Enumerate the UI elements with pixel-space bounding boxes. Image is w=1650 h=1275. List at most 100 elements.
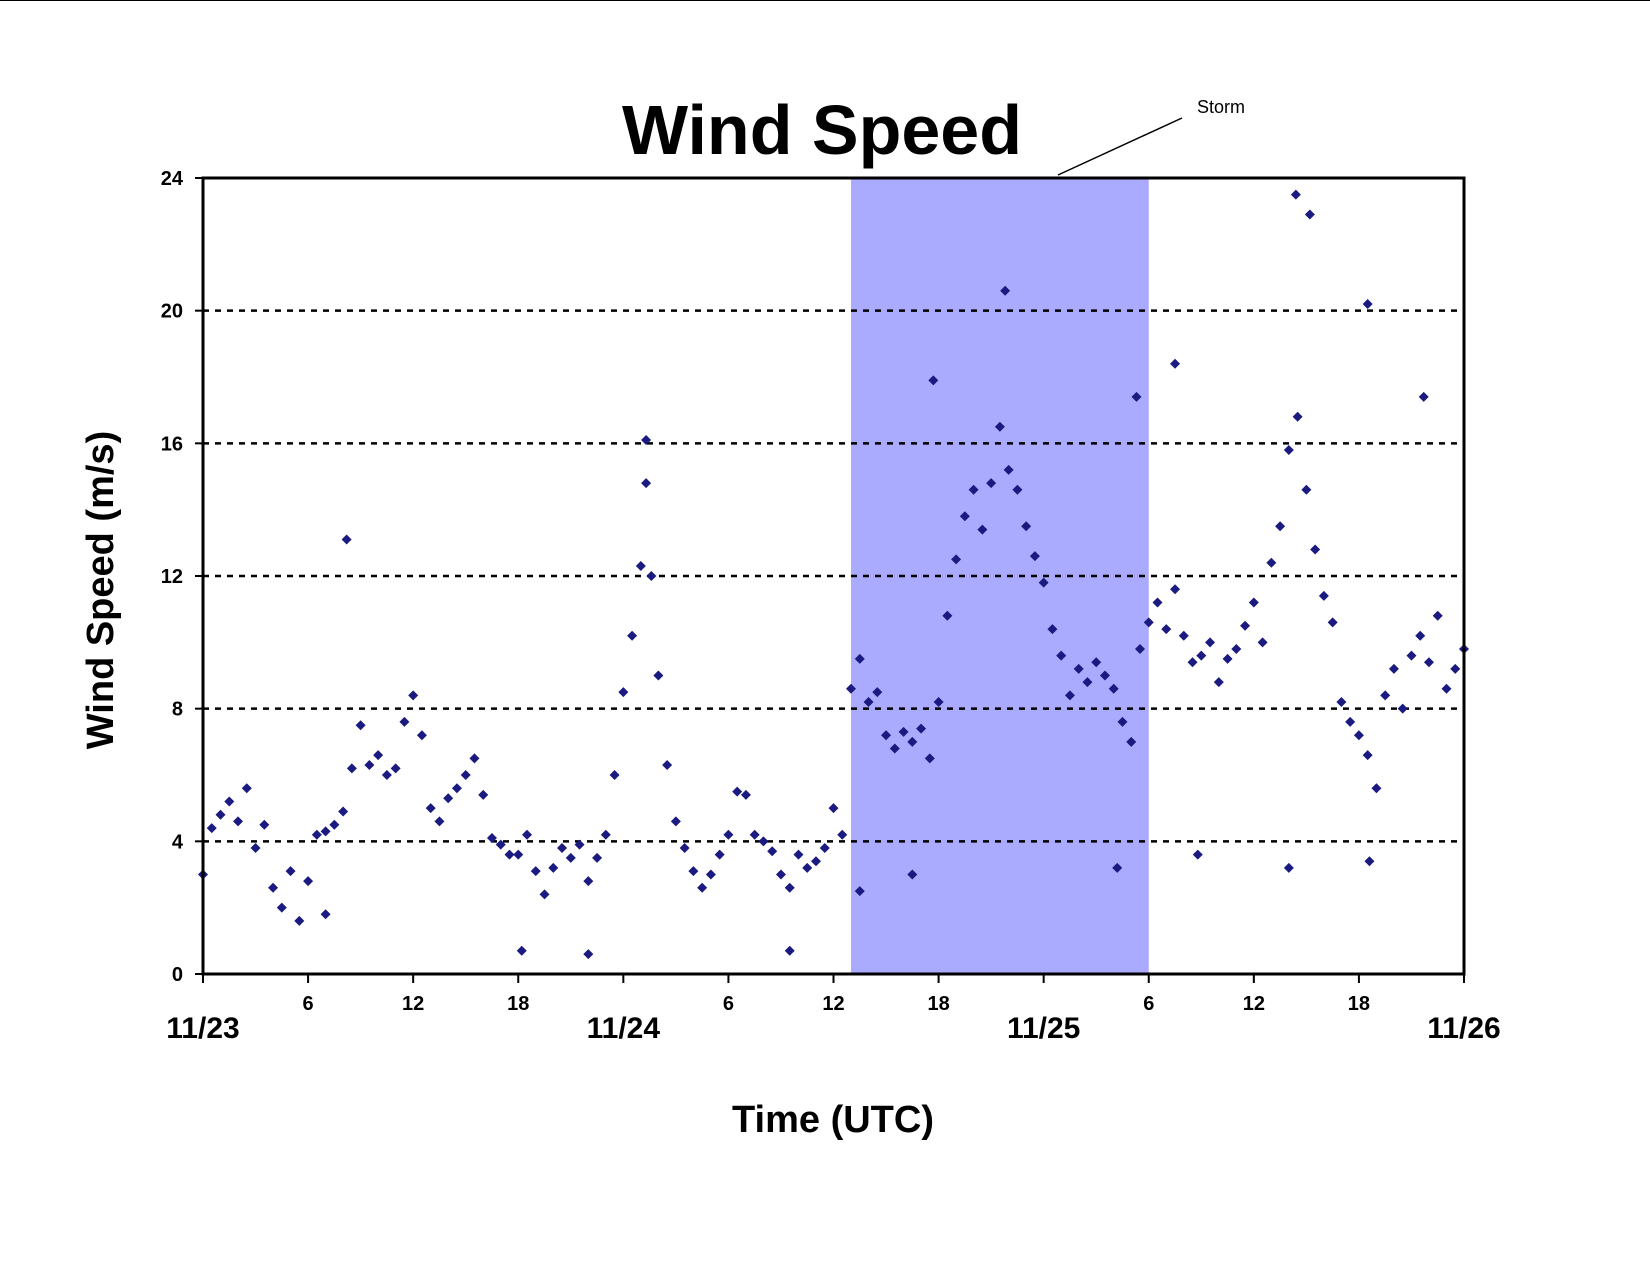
data-point <box>646 571 657 581</box>
data-point <box>1353 730 1364 741</box>
data-point <box>784 882 795 893</box>
data-point <box>1248 597 1259 608</box>
data-point <box>1362 299 1373 310</box>
data-point <box>233 816 244 827</box>
data-point <box>1283 444 1294 455</box>
data-point <box>425 803 436 814</box>
data-point <box>513 849 524 860</box>
data-point <box>276 902 287 913</box>
data-point <box>1091 657 1102 668</box>
data-point <box>1336 697 1347 708</box>
data-point <box>1345 716 1356 727</box>
data-point <box>863 697 874 708</box>
data-point <box>224 796 235 807</box>
data-point <box>338 806 349 817</box>
data-point <box>1143 617 1154 628</box>
data-point <box>1196 650 1207 661</box>
storm-annotation: Storm <box>1197 97 1245 117</box>
data-point <box>1240 620 1251 631</box>
data-point <box>530 866 541 877</box>
data-point <box>854 886 865 897</box>
top-rule <box>0 0 1650 1</box>
x-hour-label: 18 <box>1348 993 1370 1015</box>
data-point <box>1192 849 1203 860</box>
data-point <box>1415 630 1426 641</box>
data-point <box>846 683 857 694</box>
data-point <box>215 809 226 820</box>
data-point <box>320 826 331 837</box>
data-point <box>1283 862 1294 873</box>
data-point <box>1275 521 1286 532</box>
data-point <box>627 630 638 641</box>
data-point <box>1318 590 1329 601</box>
data-point <box>898 726 909 737</box>
data-point <box>1161 624 1172 635</box>
data-point <box>810 856 821 867</box>
data-point <box>486 833 497 844</box>
data-point <box>495 839 506 850</box>
data-point <box>767 846 778 857</box>
data-point <box>259 819 270 830</box>
data-point <box>1038 577 1049 588</box>
data-point <box>1290 189 1301 200</box>
data-point <box>341 534 352 545</box>
data-point <box>390 763 401 774</box>
data-point <box>670 816 681 827</box>
data-point <box>1178 630 1189 641</box>
data-point <box>1450 663 1461 674</box>
data-point <box>854 653 865 664</box>
data-point <box>399 716 410 727</box>
data-point <box>924 753 935 764</box>
data-point <box>1012 484 1023 495</box>
data-point <box>469 753 480 764</box>
data-point <box>942 610 953 621</box>
x-hour-label: 6 <box>1143 993 1154 1015</box>
x-date-label: 11/26 <box>1427 1012 1500 1045</box>
data-point <box>504 849 515 860</box>
data-point <box>1073 663 1084 674</box>
x-date-label: 11/23 <box>166 1012 239 1045</box>
data-point <box>285 866 296 877</box>
data-point <box>1266 557 1277 568</box>
data-point <box>732 786 743 797</box>
data-point <box>1423 657 1434 668</box>
x-hour-label: 12 <box>402 993 424 1015</box>
x-axis-label: Time (UTC) <box>732 1099 934 1141</box>
data-point <box>311 829 322 840</box>
data-point <box>688 866 699 877</box>
data-point <box>1187 657 1198 668</box>
data-point <box>749 829 760 840</box>
data-point <box>320 909 331 920</box>
data-point <box>933 697 944 708</box>
data-point <box>635 561 646 572</box>
y-axis-label: Wind Speed (m/s) <box>80 431 122 749</box>
data-point <box>819 842 830 853</box>
data-point <box>1064 690 1075 701</box>
y-tick-label: 24 <box>161 168 184 190</box>
x-date-label: 11/25 <box>1007 1012 1080 1045</box>
data-point <box>1257 637 1268 648</box>
data-point <box>416 730 427 741</box>
y-tick-label: 12 <box>161 566 183 588</box>
data-point <box>802 862 813 873</box>
y-tick-label: 0 <box>172 964 183 986</box>
data-point <box>609 770 620 780</box>
data-point <box>250 842 261 853</box>
data-point <box>1301 484 1312 495</box>
data-point <box>583 949 594 960</box>
storm-callout-line <box>1057 117 1183 176</box>
data-point <box>1292 411 1303 422</box>
x-hour-label: 12 <box>1243 993 1265 1015</box>
y-tick-label: 4 <box>172 831 184 853</box>
data-point <box>241 783 252 794</box>
data-point <box>583 876 594 887</box>
data-point <box>1364 856 1375 867</box>
data-point <box>907 869 918 880</box>
data-point <box>1108 683 1119 694</box>
data-point <box>600 829 611 840</box>
data-point <box>1441 683 1452 694</box>
data-point <box>977 524 988 535</box>
grid-layer <box>203 309 1464 843</box>
data-point <box>618 687 629 698</box>
